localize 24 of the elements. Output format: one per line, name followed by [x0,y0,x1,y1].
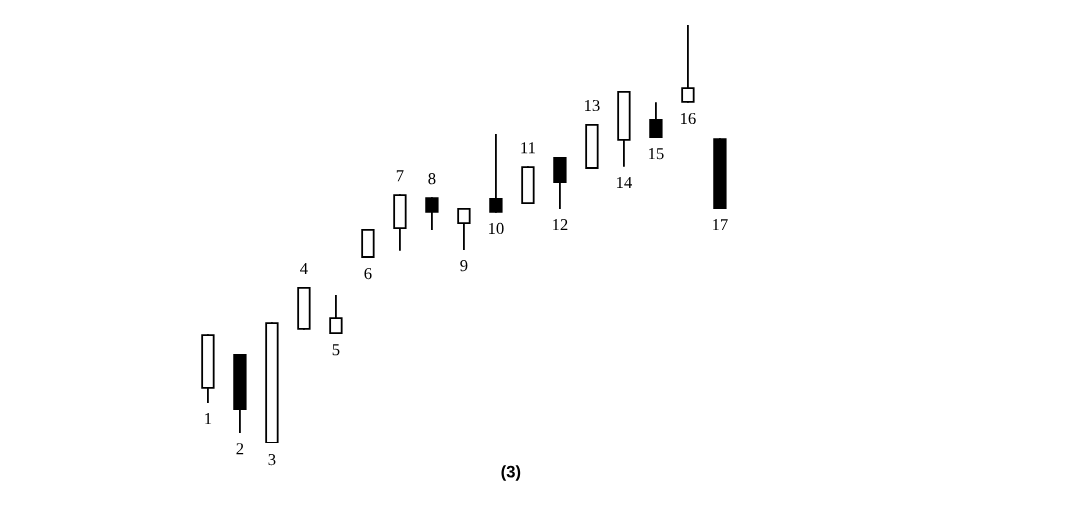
candlestick [329,294,343,334]
candlestick [457,208,471,250]
x-tick-label: 6 [364,267,372,280]
candlestick [425,197,439,230]
x-tick-label: 4 [300,262,308,274]
x-tick-label: 17 [713,219,728,231]
x-tick-label: 13 [585,99,600,112]
x-tick-label: 8 [428,172,436,185]
x-tick-label: 12 [553,219,568,231]
x-tick-label: 3 [268,454,276,466]
x-tick-label: 10 [489,222,504,235]
x-tick-label: 11 [521,142,535,154]
x-tick-label: 14 [617,176,632,188]
text: (3) [501,465,521,481]
candlestick [489,134,503,213]
x-tick-label: 7 [396,170,404,182]
x-tick-label: 16 [681,112,696,125]
x-tick-label: 9 [460,260,468,272]
x-tick-label: 5 [332,344,340,356]
x-tick-label: 15 [649,148,664,160]
x-tick-label: 1 [205,413,212,425]
candlestick [649,102,663,138]
candlestick [681,25,695,103]
x-tick-label: 2 [236,443,244,455]
